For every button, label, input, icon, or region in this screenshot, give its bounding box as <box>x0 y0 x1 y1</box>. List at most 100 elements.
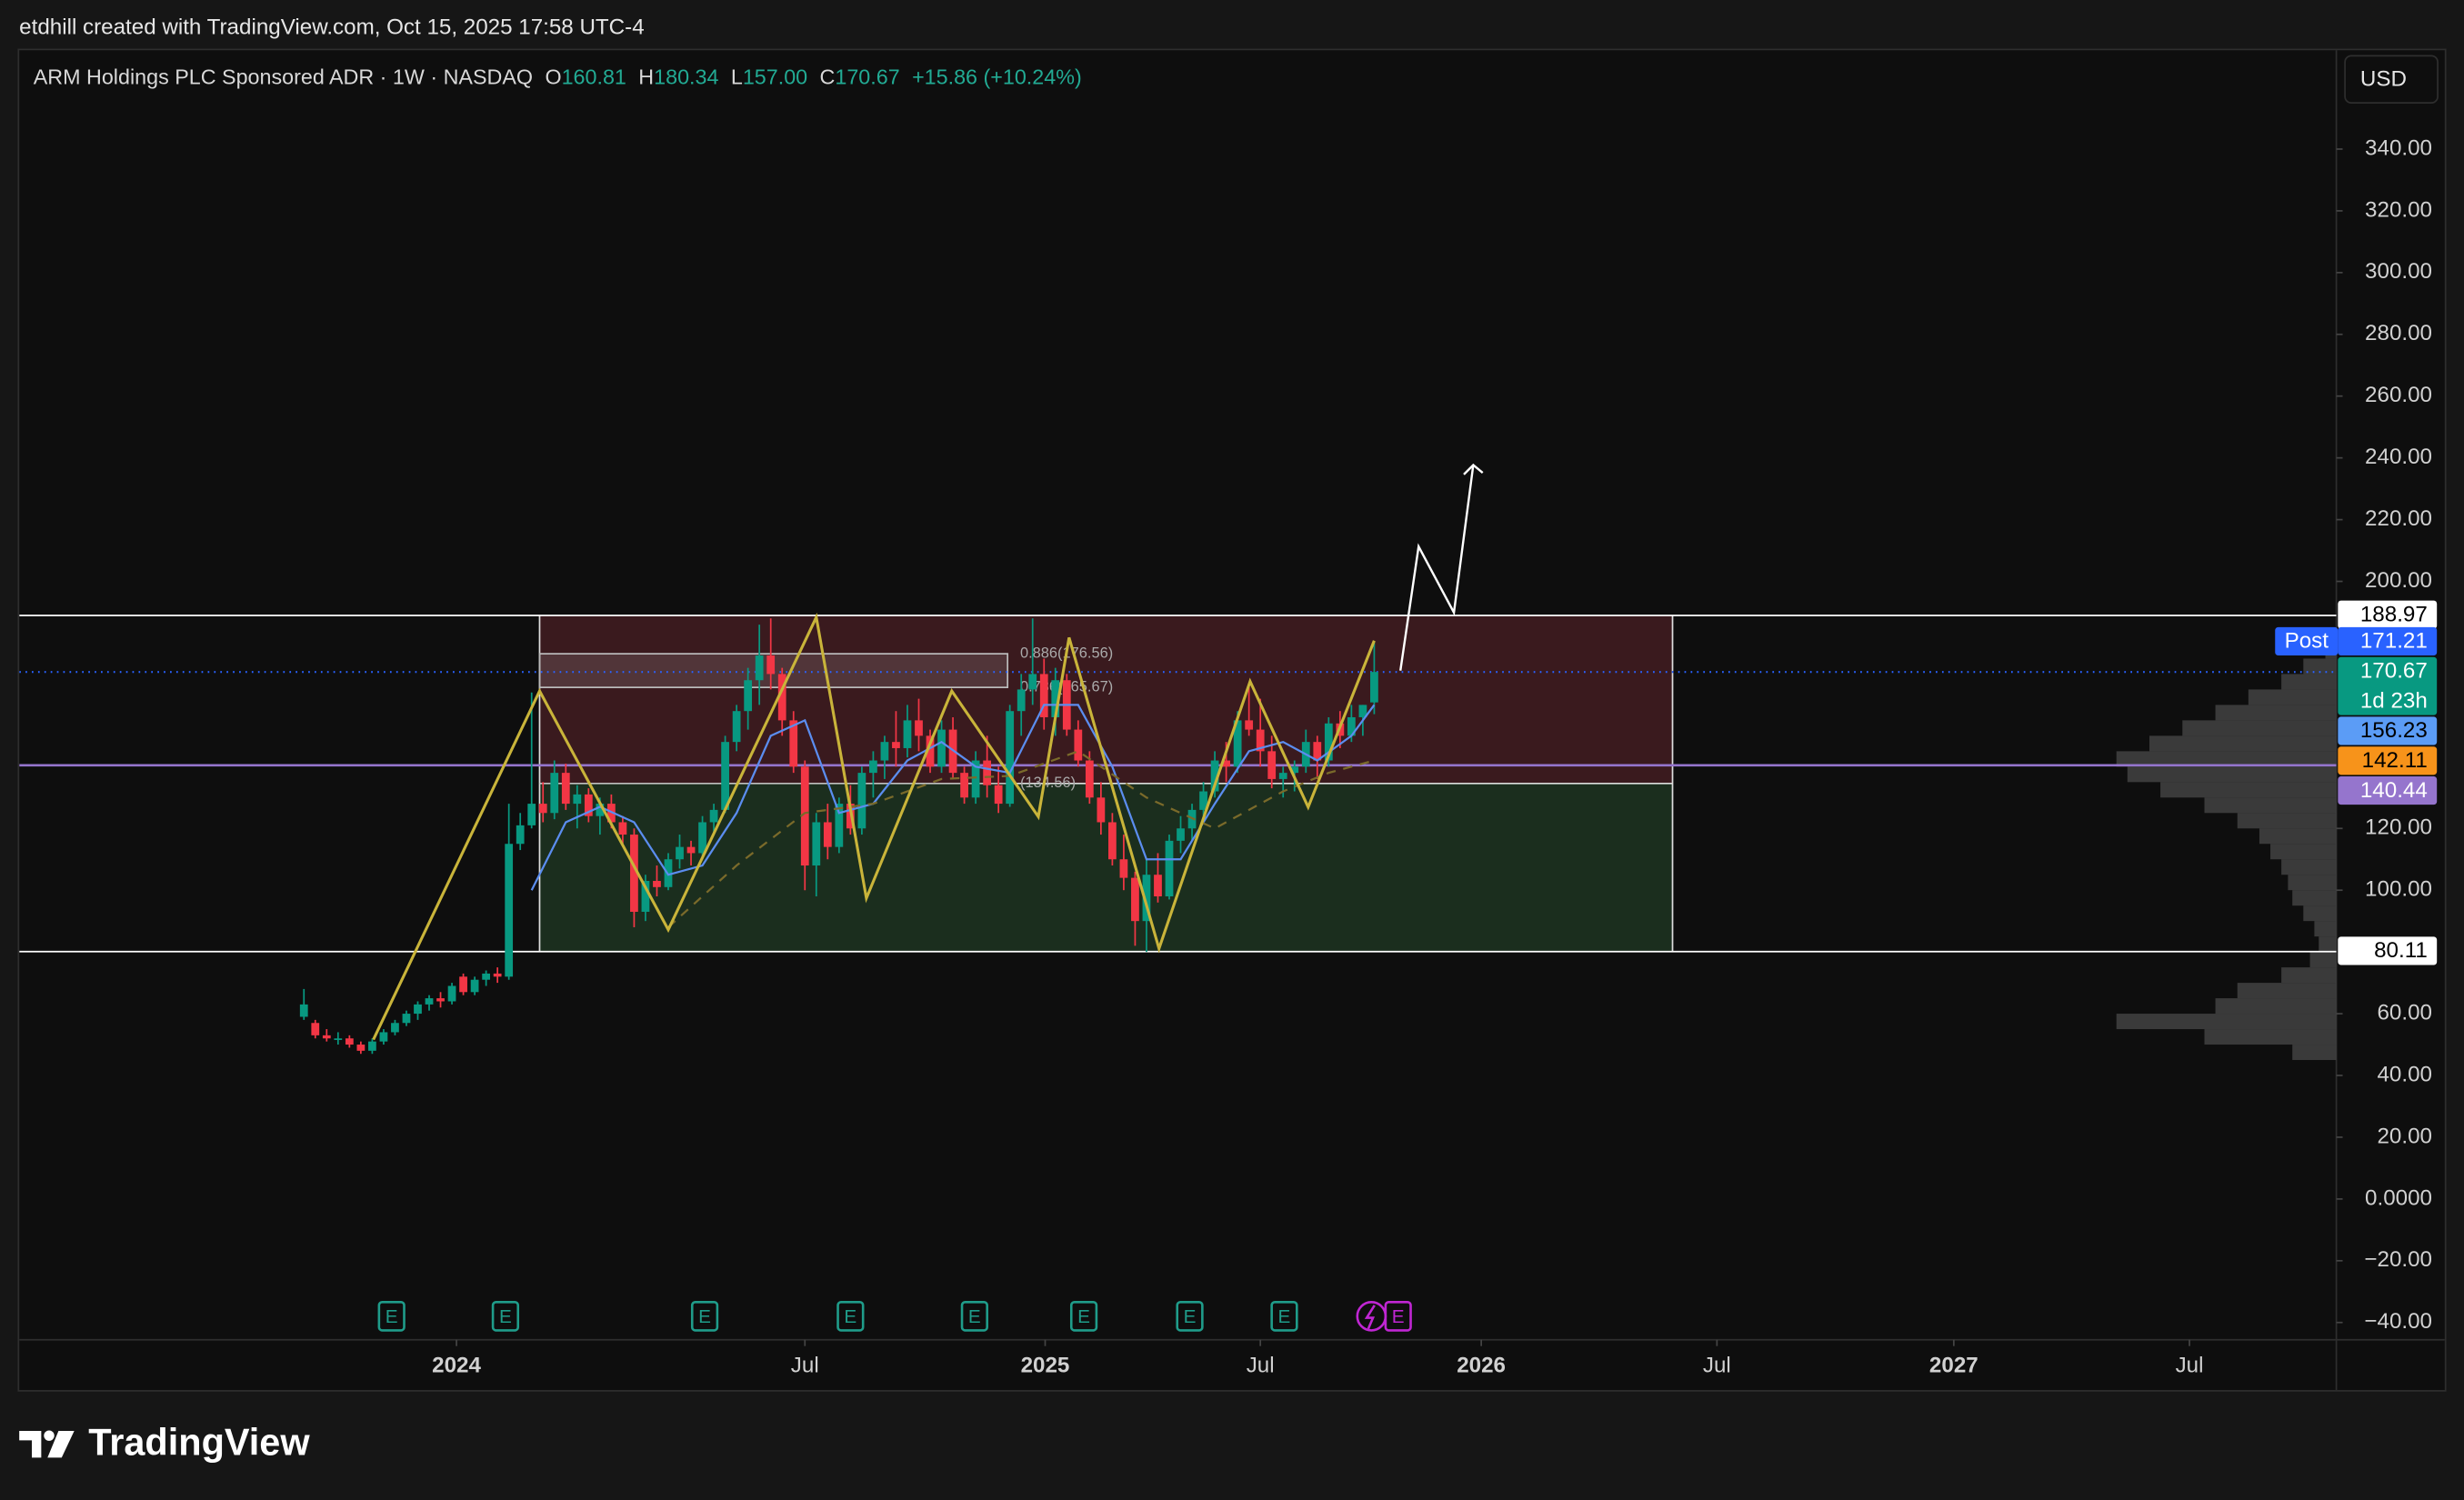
candle-body <box>1051 680 1060 717</box>
volume-profile-bar <box>2127 766 2337 783</box>
candle-body <box>561 773 570 805</box>
candle-body <box>1210 760 1219 792</box>
earnings-badge <box>491 1301 520 1332</box>
post-tag-label: Post <box>2285 629 2329 654</box>
dividend-icon <box>1356 1301 1387 1332</box>
volume-profile-bar <box>2248 689 2337 705</box>
volume-profile-bar <box>2204 1029 2337 1045</box>
candle-body <box>334 1038 343 1040</box>
candle-body <box>505 844 514 977</box>
candle-body <box>538 804 547 814</box>
candle-body <box>345 1038 354 1045</box>
candle-body <box>1074 729 1083 761</box>
price-badge <box>2338 716 2438 745</box>
candle-body <box>1267 751 1277 779</box>
legend-close: 170.67 <box>835 65 899 89</box>
plot: 0.886(176.56)0.786(165.67)(134.56) <box>19 463 2337 1061</box>
candle-body <box>1108 822 1117 860</box>
volume-profile-bar <box>2281 967 2337 984</box>
y-tick-label: 120.00 <box>2365 815 2432 840</box>
candle-body <box>1313 742 1322 761</box>
earnings-badge <box>960 1301 988 1332</box>
volume-profile-bar <box>2319 936 2337 953</box>
earnings-label: E <box>499 1306 512 1327</box>
candle-body <box>379 1032 388 1042</box>
candle-body <box>994 785 1003 805</box>
logo: TradingView <box>19 1420 310 1463</box>
candle-body <box>766 655 776 675</box>
candle-body <box>1097 797 1106 823</box>
candle-body <box>1347 716 1356 736</box>
volume-profile-bar <box>2303 905 2337 922</box>
candle-body <box>1028 674 1037 690</box>
volume-profile-bar <box>2116 751 2337 767</box>
candle-body <box>937 729 946 767</box>
legend-h: H <box>638 65 654 89</box>
legend-open: 160.81 <box>562 65 626 89</box>
candle-body <box>857 773 866 829</box>
currency-button[interactable] <box>2344 55 2439 105</box>
earnings-label: E <box>1392 1306 1405 1327</box>
candle-body <box>755 655 764 681</box>
x-tick-label: 2027 <box>1929 1354 1978 1378</box>
candle-body <box>470 979 479 993</box>
earnings-badge <box>836 1301 865 1332</box>
candle-body <box>516 825 525 845</box>
candle-body <box>1177 828 1185 841</box>
volume-profile-bar <box>2281 859 2337 875</box>
candle-body <box>436 998 445 1002</box>
y-tick-label: 40.00 <box>2378 1062 2433 1086</box>
legend-change: +15.86 (+10.24%) <box>912 65 1082 89</box>
y-tick-label: 0.0000 <box>2365 1185 2432 1210</box>
volume-profile-bar <box>2281 674 2337 690</box>
candle-body <box>618 822 627 835</box>
volume-profile-bar <box>2270 844 2337 860</box>
candle-body <box>823 822 832 847</box>
moving-average <box>667 750 1375 928</box>
y-tick-label: −40.00 <box>2364 1309 2432 1334</box>
x-tick-label: 2024 <box>432 1354 481 1378</box>
arrow-head <box>1463 463 1484 475</box>
x-tick-label: Jul <box>1247 1354 1275 1378</box>
earnings-badge <box>690 1301 719 1332</box>
price-badge <box>2338 656 2438 715</box>
price-badge <box>2338 600 2438 629</box>
candle-body <box>983 760 992 785</box>
x-tick-label: 2026 <box>1457 1354 1506 1378</box>
volume-profile-bar <box>2237 813 2337 829</box>
price-badge <box>2338 776 2438 805</box>
legend-symbol: ARM Holdings PLC Sponsored ADR · 1W · NA… <box>34 65 533 89</box>
volume-profile-bar <box>2303 658 2337 675</box>
volume-profile-bar <box>2215 705 2337 721</box>
earnings-badge <box>1176 1301 1204 1332</box>
candle-body <box>835 804 844 847</box>
candle-body <box>686 846 696 854</box>
candle-body <box>414 1004 422 1015</box>
legend: ARM Holdings PLC Sponsored ADR · 1W · NA… <box>34 65 1082 89</box>
lower-zone <box>539 783 1673 952</box>
candle-body <box>459 976 467 993</box>
volume-profile-bar <box>2288 875 2337 891</box>
price-badge <box>2338 626 2438 656</box>
candle-body <box>971 760 980 798</box>
candle-body <box>1245 720 1254 730</box>
candle-body <box>926 735 935 767</box>
candle-body <box>744 680 753 712</box>
candle-body <box>596 804 605 816</box>
candle-body <box>1039 674 1048 717</box>
candle-body <box>1358 705 1367 717</box>
volume-profile-bar <box>2182 720 2337 736</box>
candle-body <box>402 1014 411 1024</box>
x-tick-label: Jul <box>1703 1354 1731 1378</box>
candle-body <box>527 804 536 825</box>
y-tick-label: 280.00 <box>2365 321 2432 345</box>
chart-layer: 0.886(176.56)0.786(165.67)(134.56) 340.00… <box>19 135 2438 1378</box>
logo-mark <box>19 1430 42 1458</box>
candle-body <box>960 773 968 798</box>
candle-body <box>777 674 786 721</box>
earnings-badge <box>1270 1301 1298 1332</box>
candle-body <box>482 973 491 980</box>
currency[interactable]: USD <box>2360 67 2407 92</box>
y-tick-label: 340.00 <box>2365 135 2432 160</box>
